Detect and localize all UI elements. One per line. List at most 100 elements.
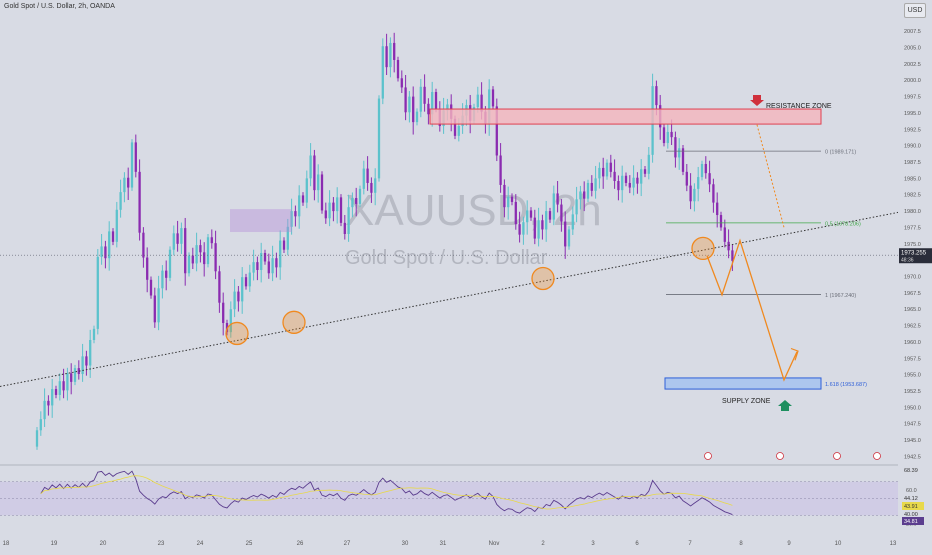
candle-body <box>180 228 183 244</box>
candle-body <box>404 87 407 113</box>
price-tick-label: 1980.0 <box>904 209 921 215</box>
candle-body <box>670 131 673 138</box>
candle-body <box>256 262 259 270</box>
price-badge-countdown: 48:36 <box>901 258 914 264</box>
time-tick-label: 27 <box>344 541 351 547</box>
price-tick-label: 1952.5 <box>904 389 921 395</box>
price-tick-label: 1947.5 <box>904 422 921 428</box>
candle-body <box>377 98 381 179</box>
candle-body <box>161 270 164 289</box>
chart-title: Gold Spot / U.S. Dollar, 2h, OANDA <box>4 3 115 10</box>
price-tick-label: 1957.5 <box>904 356 921 362</box>
candle-body <box>355 198 358 204</box>
candle-body <box>685 171 688 186</box>
candle-body <box>130 142 134 188</box>
candle-body <box>579 191 582 200</box>
candle-body <box>252 262 255 273</box>
candle-body <box>35 430 39 447</box>
candle-body <box>476 94 479 108</box>
candle-body <box>199 245 202 253</box>
candle-body <box>662 127 666 144</box>
candle-body <box>267 261 270 274</box>
candle-body <box>374 178 377 193</box>
time-tick-label: 3 <box>591 541 595 547</box>
us-flag-icon <box>776 452 784 460</box>
candle-body <box>244 277 248 287</box>
candle-body <box>168 249 172 278</box>
candle-body <box>248 272 251 287</box>
currency-button[interactable]: USD <box>904 3 926 18</box>
price-tick-label: 1995.0 <box>904 111 921 117</box>
price-tick-label: 1942.5 <box>904 454 921 460</box>
candle-body <box>632 177 635 188</box>
candle-body <box>393 42 396 60</box>
rsi-badge-2 <box>902 494 924 502</box>
candle-body <box>731 250 734 261</box>
candle-body <box>317 174 320 191</box>
rsi-ma-line <box>40 475 733 510</box>
candle-body <box>366 168 369 183</box>
price-tick-label: 1992.5 <box>904 127 921 133</box>
resistance-arrow-icon <box>750 95 764 106</box>
rsi-badge-value-3: 43.91 <box>904 504 918 510</box>
price-tick-label: 1955.0 <box>904 373 921 379</box>
candle-body <box>127 177 130 188</box>
candle-body <box>339 197 343 223</box>
price-tick-label: 1962.5 <box>904 324 921 330</box>
candle-body <box>689 185 692 202</box>
price-tick-label: 1997.5 <box>904 95 921 101</box>
projection-arrow-icon <box>790 347 799 361</box>
candle-body <box>142 232 145 258</box>
candle-body <box>412 96 415 123</box>
time-tick-label: 2 <box>541 541 545 547</box>
candle-body <box>123 177 126 193</box>
candle-body <box>381 46 384 99</box>
candle-body <box>503 184 506 208</box>
candle-body <box>396 59 400 79</box>
price-tick-label: 1960.0 <box>904 340 921 346</box>
price-tick-label: 1987.5 <box>904 160 921 166</box>
candle-body <box>85 356 88 366</box>
candle-body <box>237 291 240 302</box>
time-tick-label: 30 <box>402 541 409 547</box>
time-tick-label: 9 <box>787 541 791 547</box>
candle-body <box>104 246 107 259</box>
rsi-badge-value-5: 34.81 <box>904 519 918 525</box>
swing-circle-2 <box>282 310 306 334</box>
fib-05-label: 0.5 (1978.206) <box>825 221 861 227</box>
candle-body <box>457 126 460 136</box>
candle-body <box>621 175 624 191</box>
projection-dashed-line <box>756 124 785 228</box>
candle-body <box>332 202 335 212</box>
candle-body <box>419 86 422 112</box>
candle-body <box>400 78 403 88</box>
candle-body <box>206 237 210 265</box>
candle-body <box>134 142 137 172</box>
time-tick-label: 19 <box>51 541 58 547</box>
candle-body <box>510 196 514 202</box>
candle-body <box>298 195 301 217</box>
candle-body <box>43 400 46 420</box>
candle-body <box>47 400 50 406</box>
candle-body <box>598 167 601 179</box>
candle-body <box>431 92 434 115</box>
candle-body <box>241 277 244 302</box>
candle-body <box>423 86 426 104</box>
candle-body <box>89 339 92 366</box>
price-tick-label: 2007.5 <box>904 29 921 35</box>
candle-body <box>716 202 719 216</box>
candle-body <box>640 169 643 184</box>
candle-body <box>415 111 419 123</box>
candle-body <box>191 255 194 264</box>
candle-body <box>655 86 658 106</box>
rsi-tick-label: 60.0 <box>906 488 917 494</box>
candle-body <box>70 373 73 382</box>
candle-body <box>222 302 225 323</box>
candle-body <box>328 202 331 219</box>
candle-body <box>613 171 616 182</box>
price-tick-label: 1970.0 <box>904 275 921 281</box>
price-tick-label: 1977.5 <box>904 225 921 231</box>
